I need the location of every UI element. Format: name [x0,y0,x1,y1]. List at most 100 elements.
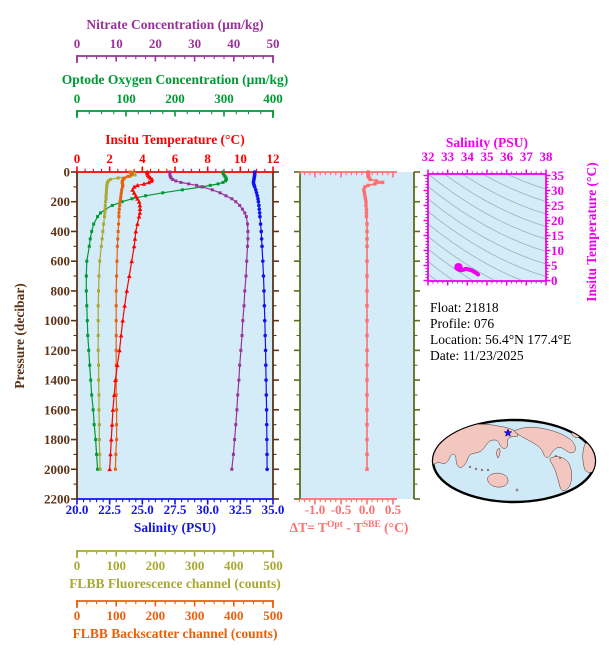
pressure-tick-label: 1400 [44,373,70,388]
map-land-south-america [549,456,572,491]
series-nitrate [168,170,250,471]
map-land-africa-west-edge [423,449,430,468]
delta-t-pressure-side-axes [294,171,420,500]
ts-temperature-tick-label: 30 [551,183,564,198]
ts-density-contours [428,174,546,281]
salinity-axis: 20.0 22.5 25.0 27.5 30.0 32.5 35.0 Salinity (PS… [66,498,285,535]
map-island [468,465,472,469]
ts-salinity-tick-label: 33 [441,149,455,164]
nitrate-axis-title: Nitrate Concentration (µm/kg) [86,17,263,32]
temperature-tick-label: 0 [74,151,81,166]
map-island-new-zealand [515,488,519,492]
profile-number-line: Profile: 076 [430,316,494,331]
main-plot-area [77,172,273,499]
salinity-axis-title: Salinity (PSU) [134,520,216,535]
temperature-tick-label: 2 [106,151,113,166]
salinity-tick-label: 32.5 [229,502,252,517]
oxygen-tick-label: 200 [165,91,185,106]
fluorescence-axis-title: FLBB Fluorescence channel (counts) [69,576,281,591]
nitrate-axis: 0 10 20 30 40 50 Nitrate Concentration (µm/kg) [74,17,280,63]
pressure-tick-label: 1200 [44,343,70,358]
ts-temperature-tick-label: 0 [551,273,558,288]
backscatter-axis-title: FLBB Backscatter channel (counts) [73,626,278,641]
ts-profile-curve [454,262,481,277]
series-oxygen [84,170,228,471]
temperature-axis-title: Insitu Temperature (°C) [105,132,244,147]
ts-salinity-tick-label: 35 [481,149,495,164]
oxygen-tick-label: 400 [263,91,283,106]
bottom-detached-axes: 0 100 200 300 400 500 FLBB Fluorescence channe… [69,550,283,641]
date-line: Date: 11/23/2025 [430,348,524,363]
map-island [486,468,490,472]
pressure-tick-label: 800 [51,283,71,298]
salinity-tick-label: 35.0 [262,502,285,517]
temperature-tick-label: 4 [139,151,146,166]
pressure-tick-label: 1800 [44,432,70,447]
delta-t-tick-label: -1.0 [305,502,326,517]
oxygen-tick-label: 0 [74,91,81,106]
fluorescence-tick-label: 500 [263,558,283,573]
pressure-tick-label: 2200 [44,492,70,507]
ts-diagram-panel: 32 33 34 35 36 37 38 Salinity (PSU) 051015202530… [422,135,600,302]
ts-salinity-axis-title: Salinity (PSU) [446,135,528,150]
series-temperature [107,169,155,472]
fluorescence-tick-label: 100 [106,558,126,573]
backscatter-tick-label: 400 [224,608,244,623]
temperature-tick-label: 8 [204,151,211,166]
float-info: Float: 21818 Profile: 076 Location: 56.4… [430,300,571,363]
ts-temperature-tick-label: 20 [551,213,564,228]
backscatter-tick-label: 0 [74,608,81,623]
ts-temperature-tick-label: 10 [551,243,564,258]
series-salinity [251,170,269,472]
pressure-tick-label: 1600 [44,402,70,417]
oxygen-tick-label: 100 [116,91,136,106]
backscatter-tick-label: 100 [106,608,126,623]
fluorescence-tick-label: 300 [185,558,205,573]
oxygen-axis: 0 100 200 300 400 Optode Oxygen Concentration… [62,72,288,118]
pressure-axis-title: Pressure (decibar) [12,283,27,389]
ts-salinity-tick-label: 34 [461,149,475,164]
nitrate-tick-label: 40 [227,36,240,51]
ts-temperature-tick-label: 35 [551,168,565,183]
float-location-marker [503,428,513,437]
ts-plot-area [428,174,546,281]
fluorescence-tick-label: 200 [146,558,166,573]
fluorescence-tick-label: 400 [224,558,244,573]
fluorescence-axis: 0 100 200 300 400 500 FLBB Fluorescence channe… [69,550,283,591]
map-land-europe [585,435,595,442]
oxygen-tick-label: 300 [214,91,234,106]
delta-t-tick-label: -0.5 [331,502,352,517]
pressure-tick-label: 600 [51,254,71,269]
ts-salinity-tick-label: 36 [500,149,514,164]
delta-t-tick-label: 0.0 [359,502,375,517]
map-land-australia [487,472,509,488]
nitrate-tick-label: 30 [188,36,201,51]
temperature-tick-label: 6 [172,151,179,166]
delta-t-axis-title: ΔT= TOpt - TSBE (°C) [290,520,409,535]
temperature-tick-label: 10 [234,151,247,166]
salinity-tick-label: 27.5 [164,502,187,517]
map-land-north-america [513,426,576,458]
ts-salinity-tick-label: 37 [520,149,534,164]
pressure-tick-label: 1000 [44,313,70,328]
backscatter-axis: 0 100 200 300 400 500 FLBB Backscatter channel… [73,600,283,641]
nitrate-tick-label: 20 [149,36,162,51]
delta-t-tick-label: 0.5 [385,502,402,517]
ts-frame: 32 33 34 35 36 37 38 Salinity (PSU) 051015202530… [422,135,600,302]
nitrate-tick-label: 50 [267,36,280,51]
map-land-japan [496,447,501,459]
ts-temperature-tick-label: 25 [551,198,565,213]
pressure-tick-label: 0 [64,165,71,180]
main-profile-panel: 0200400600800100012001400160018002000220… [12,132,284,535]
nitrate-tick-label: 10 [110,36,123,51]
map-island [480,468,484,472]
backscatter-tick-label: 300 [185,608,205,623]
location-line: Location: 56.4°N 177.4°E [430,332,571,347]
backscatter-tick-label: 500 [263,608,283,623]
delta-t-panel: -1.0 -0.5 0.0 0.5 ΔT= TOpt - TSBE (°C) [290,170,420,535]
delta-t-plot-area [300,172,414,499]
ts-salinity-tick-label: 38 [540,149,554,164]
pressure-tick-label: 400 [51,224,71,239]
